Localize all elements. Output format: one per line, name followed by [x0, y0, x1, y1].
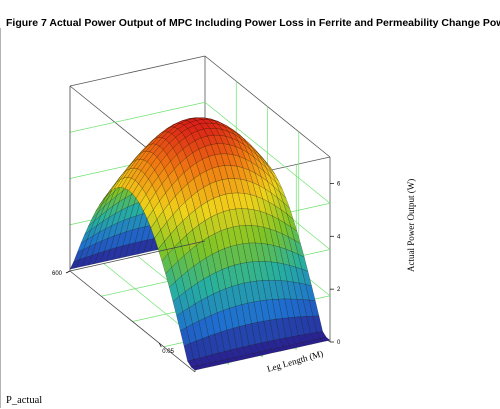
figure-title: Figure 7 Actual Power Output of MPC Incl… — [6, 17, 500, 29]
z-tick-label: 6 — [337, 181, 341, 187]
x-tick-mark — [158, 342, 162, 348]
z-axis-label: Actual Power Output (W) — [406, 179, 416, 272]
surface-mesh — [69, 117, 331, 371]
z-tick-label: 0 — [337, 340, 341, 346]
y-tick-mark — [65, 270, 71, 274]
surface-cell — [190, 365, 202, 371]
x-tick-label: 0.05 — [162, 349, 174, 355]
box-edge-top-left — [69, 55, 206, 87]
axis-ticks: 0 2 4 6 0.05 600 — [52, 181, 341, 355]
z-tick-label: 4 — [337, 234, 341, 240]
front-box — [69, 86, 206, 373]
y-tick-label: 600 — [52, 271, 63, 277]
footer-label: P_actual — [6, 395, 43, 406]
box-edge-left-bottom — [69, 240, 206, 272]
frame-border-left — [0, 28, 1, 408]
z-tick-label: 2 — [337, 287, 341, 293]
grid-line-left-z — [69, 101, 206, 133]
box-edge-front-bottom — [69, 270, 196, 373]
